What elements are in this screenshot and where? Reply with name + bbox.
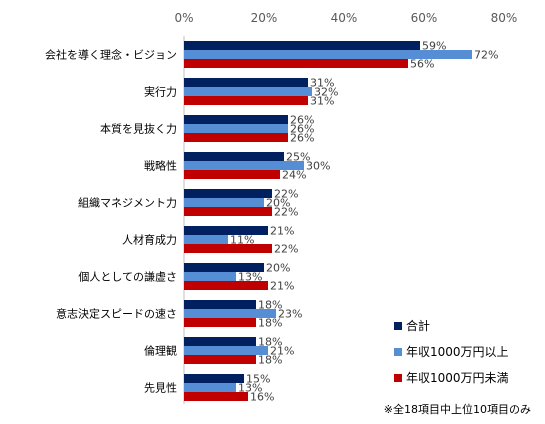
bar <box>184 50 472 59</box>
x-tick-label: 80% <box>491 11 518 25</box>
x-tick-label: 0% <box>174 11 193 25</box>
bar <box>184 263 264 272</box>
data-label: 15% <box>246 373 270 386</box>
bar <box>184 170 280 179</box>
data-label: 31% <box>310 77 334 90</box>
data-label: 20% <box>266 262 290 275</box>
data-label: 16% <box>250 391 274 404</box>
bar <box>184 318 256 327</box>
bar <box>184 115 288 124</box>
data-label: 59% <box>422 40 446 53</box>
data-label: 21% <box>270 280 294 293</box>
data-label: 26% <box>290 132 314 145</box>
bar <box>184 96 308 105</box>
data-label: 18% <box>258 354 282 367</box>
data-label: 24% <box>282 169 306 182</box>
legend-swatch <box>394 322 402 330</box>
bar <box>184 355 256 364</box>
bar <box>184 383 236 392</box>
bars <box>184 41 472 401</box>
bar <box>184 189 272 198</box>
footnote: ※全18項目中上位10項目のみ <box>384 402 531 416</box>
bar <box>184 207 272 216</box>
x-tick-label: 20% <box>251 11 278 25</box>
bar <box>184 281 268 290</box>
data-label: 56% <box>410 58 434 71</box>
data-label: 22% <box>274 188 298 201</box>
category-label: 組織マネジメント力 <box>78 197 177 210</box>
category-label: 人材育成力 <box>122 233 177 247</box>
category-label: 戦略性 <box>144 159 177 173</box>
data-label: 22% <box>274 243 298 256</box>
legend-swatch <box>394 348 402 356</box>
data-label: 25% <box>286 151 310 164</box>
bar <box>184 235 228 244</box>
bar <box>184 198 264 207</box>
bar <box>184 59 408 68</box>
legend-label: 合計 <box>406 318 430 333</box>
data-label: 72% <box>474 49 498 62</box>
category-label: 先見性 <box>144 381 177 395</box>
data-labels: 59%72%56%31%32%31%26%26%26%25%30%24%22%2… <box>230 40 498 404</box>
data-label: 23% <box>278 308 302 321</box>
category-labels: 会社を導く理念・ビジョン実行力本質を見抜く力戦略性組織マネジメント力人材育成力個… <box>45 48 177 395</box>
bar <box>184 392 248 401</box>
category-label: 本質を見抜く力 <box>100 122 177 136</box>
data-label: 13% <box>238 271 262 284</box>
legend-swatch <box>394 374 402 382</box>
data-label: 26% <box>290 123 314 136</box>
x-tick-label: 60% <box>411 11 438 25</box>
bar <box>184 272 236 281</box>
bar <box>184 152 284 161</box>
category-label: 意志決定スピードの速さ <box>56 307 177 321</box>
category-label: 実行力 <box>144 85 177 99</box>
data-label: 30% <box>306 160 330 173</box>
data-label: 31% <box>310 95 334 108</box>
data-label: 32% <box>314 86 338 99</box>
bar <box>184 309 276 318</box>
bar <box>184 337 256 346</box>
data-label: 26% <box>290 114 314 127</box>
category-label: 倫理観 <box>144 344 177 358</box>
data-label: 22% <box>274 206 298 219</box>
data-label: 18% <box>258 336 282 349</box>
data-label: 20% <box>266 197 290 210</box>
data-label: 18% <box>258 299 282 312</box>
legend-label: 年収1000万円以上 <box>406 345 509 359</box>
data-label: 21% <box>270 225 294 238</box>
bar <box>184 374 244 383</box>
data-label: 11% <box>230 234 254 247</box>
legend-label: 年収1000万円未満 <box>406 371 509 385</box>
bar <box>184 346 268 355</box>
bar <box>184 244 272 253</box>
bar <box>184 87 312 96</box>
x-axis-ticks: 0% 20% 40% 60% 80% <box>174 11 517 25</box>
bar <box>184 124 288 133</box>
bar <box>184 226 268 235</box>
x-tick-label: 40% <box>331 11 358 25</box>
bar <box>184 133 288 142</box>
data-label: 21% <box>270 345 294 358</box>
bar <box>184 41 420 50</box>
category-label: 会社を導く理念・ビジョン <box>45 48 177 62</box>
data-label: 18% <box>258 317 282 330</box>
bar <box>184 161 304 170</box>
bar <box>184 78 308 87</box>
bar <box>184 300 256 309</box>
data-label: 13% <box>238 382 262 395</box>
category-label: 個人としての謙虚さ <box>78 271 177 284</box>
